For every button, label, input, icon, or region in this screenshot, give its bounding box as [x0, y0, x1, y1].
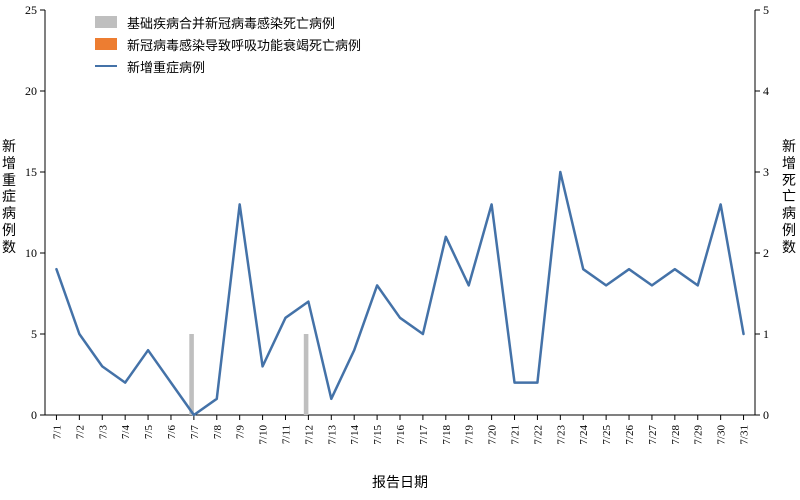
- svg-text:7/19: 7/19: [464, 425, 476, 445]
- y-left-axis-title: 新增重症病例数: [2, 140, 18, 258]
- legend-item-bars-orange: 新冠病毒感染导致呼吸功能衰竭死亡病例: [95, 34, 361, 54]
- svg-text:20: 20: [25, 84, 37, 98]
- legend-label: 新冠病毒感染导致呼吸功能衰竭死亡病例: [127, 35, 361, 54]
- svg-text:7/3: 7/3: [97, 425, 109, 440]
- legend-swatch-grey: [95, 16, 117, 28]
- y-right-axis-title: 新增死亡病例数: [782, 140, 798, 258]
- svg-text:3: 3: [763, 165, 769, 179]
- svg-text:7/12: 7/12: [303, 425, 315, 445]
- legend-label: 新增重症病例: [127, 57, 205, 76]
- svg-text:7/31: 7/31: [739, 425, 751, 445]
- chart-container: 基础疾病合并新冠病毒感染死亡病例 新冠病毒感染导致呼吸功能衰竭死亡病例 新增重症…: [0, 0, 800, 500]
- svg-text:7/28: 7/28: [670, 425, 682, 445]
- svg-text:7/18: 7/18: [441, 425, 453, 445]
- legend-item-bars-grey: 基础疾病合并新冠病毒感染死亡病例: [95, 12, 361, 32]
- svg-text:2: 2: [763, 246, 769, 260]
- svg-text:25: 25: [25, 3, 37, 17]
- svg-text:5: 5: [31, 327, 37, 341]
- svg-text:7/17: 7/17: [418, 425, 430, 445]
- svg-text:7/21: 7/21: [510, 425, 522, 445]
- legend-label: 基础疾病合并新冠病毒感染死亡病例: [127, 13, 335, 32]
- svg-text:7/9: 7/9: [235, 425, 247, 440]
- svg-text:10: 10: [25, 246, 37, 260]
- svg-text:7/14: 7/14: [349, 425, 361, 445]
- svg-text:7/13: 7/13: [326, 425, 338, 445]
- x-axis-title: 报告日期: [0, 472, 800, 492]
- svg-text:7/30: 7/30: [716, 425, 728, 445]
- legend-swatch-blue: [95, 65, 117, 67]
- svg-text:0: 0: [31, 408, 37, 422]
- svg-text:7/8: 7/8: [212, 425, 224, 440]
- svg-text:1: 1: [763, 327, 769, 341]
- svg-text:7/29: 7/29: [693, 425, 705, 445]
- svg-text:7/2: 7/2: [74, 425, 86, 439]
- legend-item-line-blue: 新增重症病例: [95, 56, 361, 76]
- svg-text:7/1: 7/1: [51, 425, 63, 439]
- svg-text:7/25: 7/25: [601, 425, 613, 445]
- svg-text:7/10: 7/10: [258, 425, 270, 445]
- svg-text:5: 5: [763, 3, 769, 17]
- svg-text:7/15: 7/15: [372, 425, 384, 445]
- legend-swatch-orange: [95, 38, 117, 50]
- svg-text:0: 0: [763, 408, 769, 422]
- svg-text:7/23: 7/23: [555, 425, 567, 445]
- legend: 基础疾病合并新冠病毒感染死亡病例 新冠病毒感染导致呼吸功能衰竭死亡病例 新增重症…: [95, 12, 361, 78]
- svg-text:7/16: 7/16: [395, 425, 407, 445]
- svg-text:7/11: 7/11: [280, 425, 292, 444]
- svg-text:15: 15: [25, 165, 37, 179]
- svg-text:7/24: 7/24: [578, 425, 590, 445]
- svg-text:7/22: 7/22: [532, 425, 544, 445]
- svg-text:7/5: 7/5: [143, 425, 155, 440]
- svg-text:7/20: 7/20: [487, 425, 499, 445]
- svg-text:7/26: 7/26: [624, 425, 636, 445]
- svg-text:7/7: 7/7: [189, 425, 201, 440]
- svg-text:7/6: 7/6: [166, 425, 178, 440]
- svg-text:7/27: 7/27: [647, 425, 659, 445]
- svg-text:4: 4: [763, 84, 769, 98]
- svg-text:7/4: 7/4: [120, 425, 132, 440]
